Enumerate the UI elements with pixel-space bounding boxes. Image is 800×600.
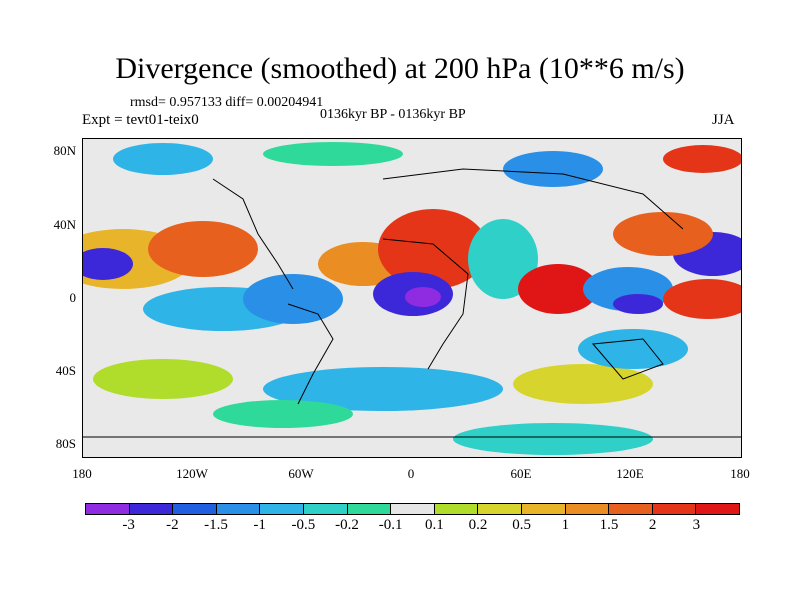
colorbar-swatch xyxy=(696,504,739,514)
map-field xyxy=(83,139,741,457)
colorbar-label: 0.2 xyxy=(468,517,488,533)
colorbar-label: -0.5 xyxy=(291,517,316,533)
x-tick-label: 0 xyxy=(407,466,415,481)
period-label: 0136kyr BP - 0136kyr BP xyxy=(320,107,466,122)
colorbar-swatch xyxy=(652,504,697,514)
chart-title: Divergence (smoothed) at 200 hPa (10**6 … xyxy=(115,52,685,85)
colorbar-swatch xyxy=(434,504,479,514)
x-tick-label: 180 xyxy=(72,466,92,481)
colorbar-swatch xyxy=(521,504,566,514)
colorbar-label: -1.5 xyxy=(204,517,228,533)
colorbar-swatch xyxy=(260,504,304,514)
colorbar-label: 3 xyxy=(692,517,701,533)
y-tick-label: 80N xyxy=(53,143,76,158)
colorbar-label: -2 xyxy=(166,517,179,533)
colorbar-swatch xyxy=(478,504,522,514)
colorbar-swatch xyxy=(347,504,392,514)
rmsd-label: rmsd= 0.957133 diff= 0.00204941 xyxy=(130,95,324,110)
colorbar-label: -0.1 xyxy=(378,517,403,533)
x-tick-label: 120E xyxy=(616,466,644,481)
y-tick-label: 80S xyxy=(55,436,76,451)
colorbar-swatch xyxy=(391,504,435,514)
x-tick-label: 120W xyxy=(176,466,208,481)
divergence-map xyxy=(82,138,742,458)
colorbar-swatch xyxy=(173,504,217,514)
x-tick-label: 60E xyxy=(510,466,532,481)
y-tick-label: 40S xyxy=(55,363,76,378)
colorbar-swatch xyxy=(303,504,348,514)
y-tick-label: 40N xyxy=(53,217,76,232)
colorbar xyxy=(85,503,740,515)
colorbar-swatch xyxy=(565,504,610,514)
colorbar-swatch xyxy=(129,504,174,514)
colorbar-label: 1 xyxy=(561,517,570,533)
colorbar-swatch xyxy=(216,504,261,514)
season-label: JJA xyxy=(712,112,735,128)
x-tick-label: 60W xyxy=(288,466,314,481)
colorbar-swatch xyxy=(86,504,130,514)
colorbar-label: 0.1 xyxy=(424,517,444,533)
colorbar-label: -0.2 xyxy=(335,517,359,533)
colorbar-swatch xyxy=(609,504,653,514)
colorbar-label: 1.5 xyxy=(599,517,619,533)
experiment-label: Expt = tevt01-teix0 xyxy=(82,112,199,128)
colorbar-label: -3 xyxy=(122,517,135,533)
colorbar-label: 2 xyxy=(648,517,657,533)
x-tick-label: 180 xyxy=(730,466,750,481)
y-tick-label: 0 xyxy=(69,290,77,305)
colorbar-label: 0.5 xyxy=(512,517,532,533)
colorbar-label: -1 xyxy=(253,517,266,533)
